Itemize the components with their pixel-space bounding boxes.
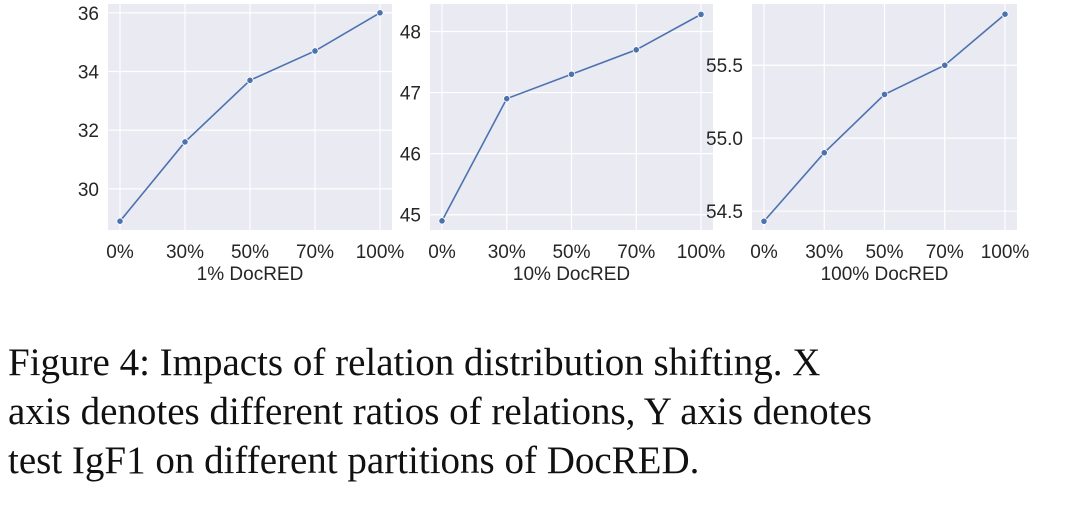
x-tick-label: 50% [552,242,590,263]
data-point [376,9,384,17]
x-tick-label: 0% [428,242,456,263]
x-tick-label: 100% [981,242,1030,263]
charts-figure: 0% 30% 50% 70% 100% 30 32 34 36 1% DocRED 0% 30% 50%… [78,4,1030,285]
data-point [116,217,124,225]
data-point [1001,10,1009,18]
y-tick-label: 47 [400,84,421,105]
data-point [438,217,446,225]
x-tick-label: 30% [805,242,843,263]
y-tick-label: 55.0 [706,129,743,150]
chart-panel-3: 0% 30% 50% 70% 100% 54.5 55.0 55.5 100% DocRED [706,4,1029,285]
chart-panel-1: 0% 30% 50% 70% 100% 30 32 34 36 1% DocRED [78,4,405,285]
data-point [880,90,889,99]
y-tick-label: 32 [78,121,99,142]
y-tick-label: 36 [78,4,99,25]
x-tick-label: 100% [677,242,726,263]
x-tick-label: 50% [231,242,269,263]
x-axis-label: 10% DocRED [513,264,630,285]
x-tick-label: 0% [750,242,778,263]
x-tick-label: 70% [926,242,964,263]
data-point [567,70,576,78]
x-tick-label: 100% [356,242,405,263]
x-tick-label: 70% [617,242,655,263]
data-point [760,217,768,225]
y-tick-label: 48 [400,22,421,43]
y-tick-label: 55.5 [706,56,743,77]
y-tick-label: 34 [78,63,100,84]
caption-line-1: Figure 4: Impacts of relation distributi… [8,341,821,384]
y-tick-label: 30 [78,180,99,201]
data-point [503,95,511,103]
data-point [181,138,189,146]
x-tick-label: 30% [166,242,204,263]
x-tick-label: 50% [865,242,903,263]
y-tick-label: 45 [400,206,421,227]
x-axis-label: 100% DocRED [821,264,949,285]
data-point [632,46,640,54]
figure-caption: Figure 4: Impacts of relation distributi… [8,338,1074,485]
y-tick-label: 46 [400,145,421,166]
x-axis-label: 1% DocRED [197,264,304,285]
chart-panel-2: 0% 30% 50% 70% 100% 45 46 47 48 10% DocRED [400,4,726,285]
data-point [246,76,254,84]
x-tick-label: 0% [106,242,134,263]
caption-line-3: test IgF1 on different partitions of Doc… [8,439,700,482]
data-point [697,10,705,18]
caption-line-2: axis denotes different ratios of relatio… [8,390,872,433]
x-tick-label: 70% [296,242,334,263]
data-point [941,61,949,69]
data-point [820,149,828,157]
data-point [311,47,319,55]
x-tick-label: 30% [488,242,526,263]
y-tick-label: 54.5 [706,202,743,223]
